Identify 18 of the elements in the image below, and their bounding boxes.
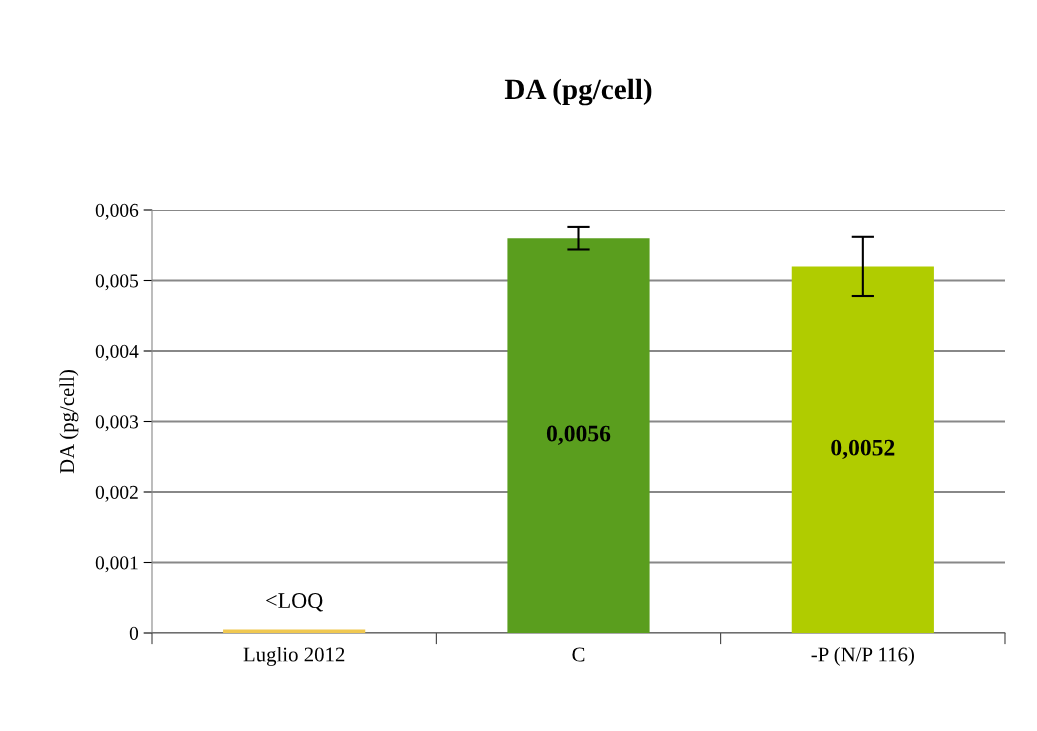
x-tick-label: -P (N/P 116) [811, 646, 914, 666]
y-axis-title: DA (pg/cell) [59, 370, 79, 474]
bar [223, 629, 366, 633]
y-tick-label: 0,004 [95, 344, 139, 361]
data-label: <LOQ [266, 593, 323, 612]
data-label: 0,0052 [831, 439, 895, 460]
y-tick-label: 0 [129, 626, 139, 640]
x-tick-label: Luglio 2012 [243, 646, 345, 666]
bar [507, 238, 650, 633]
y-tick-label: 0,005 [95, 274, 139, 291]
y-tick-label: 0,001 [95, 556, 138, 573]
bar [791, 266, 934, 633]
y-tick-label: 0,002 [95, 485, 138, 502]
data-label: 0,0056 [546, 425, 611, 445]
y-tick-label: 0,003 [95, 415, 139, 432]
y-tick-label: 0,006 [95, 203, 139, 220]
x-tick-label: C [572, 647, 585, 662]
chart-title: DA (pg/cell) [504, 78, 652, 106]
